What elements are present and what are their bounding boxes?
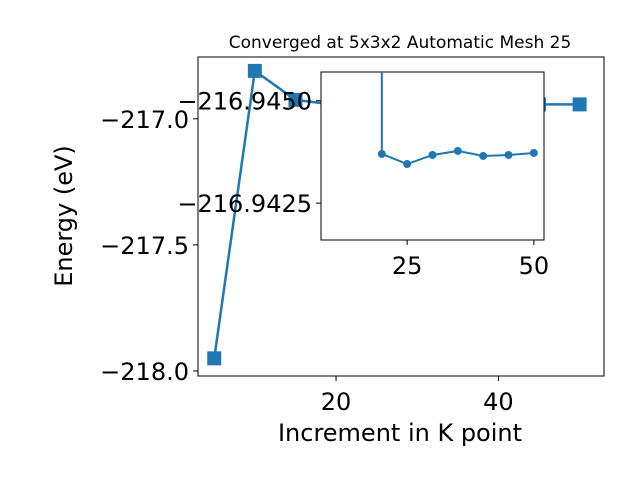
- chart-title: Converged at 5x3x2 Automatic Mesh 25: [229, 33, 572, 53]
- x-tick-label: 20: [321, 388, 352, 416]
- inset-y-tick-label: −216.9450: [177, 88, 312, 116]
- inset-data-point: [377, 149, 386, 158]
- main-data-point: [247, 63, 262, 78]
- inset-data-point: [403, 160, 412, 169]
- y-tick-label: −217.5: [100, 232, 189, 260]
- inset-plot: 25 50 −216.9450 −216.9425: [177, 71, 550, 280]
- inset-x-tick-label: 50: [519, 252, 550, 280]
- x-axis-label: Increment in K point: [278, 419, 522, 447]
- x-tick-label: 40: [483, 388, 514, 416]
- inset-data-point: [504, 150, 513, 159]
- main-data-point: [572, 97, 587, 112]
- y-tick-label: −217.0: [100, 106, 189, 134]
- inset-y-tick-label: −216.9425: [177, 190, 312, 218]
- inset-data-point: [428, 150, 437, 159]
- main-data-point: [207, 351, 222, 366]
- inset-x-tick-label: 25: [392, 252, 423, 280]
- main-data-point: [288, 92, 303, 107]
- inset-series: [377, 72, 538, 169]
- inset-data-point: [453, 146, 462, 155]
- y-tick-label: −218.0: [100, 358, 189, 386]
- y-axis-label: Energy (eV): [50, 145, 78, 287]
- inset-data-point: [479, 151, 488, 160]
- inset-data-point: [529, 148, 538, 157]
- main-plot-frame: [197, 56, 605, 377]
